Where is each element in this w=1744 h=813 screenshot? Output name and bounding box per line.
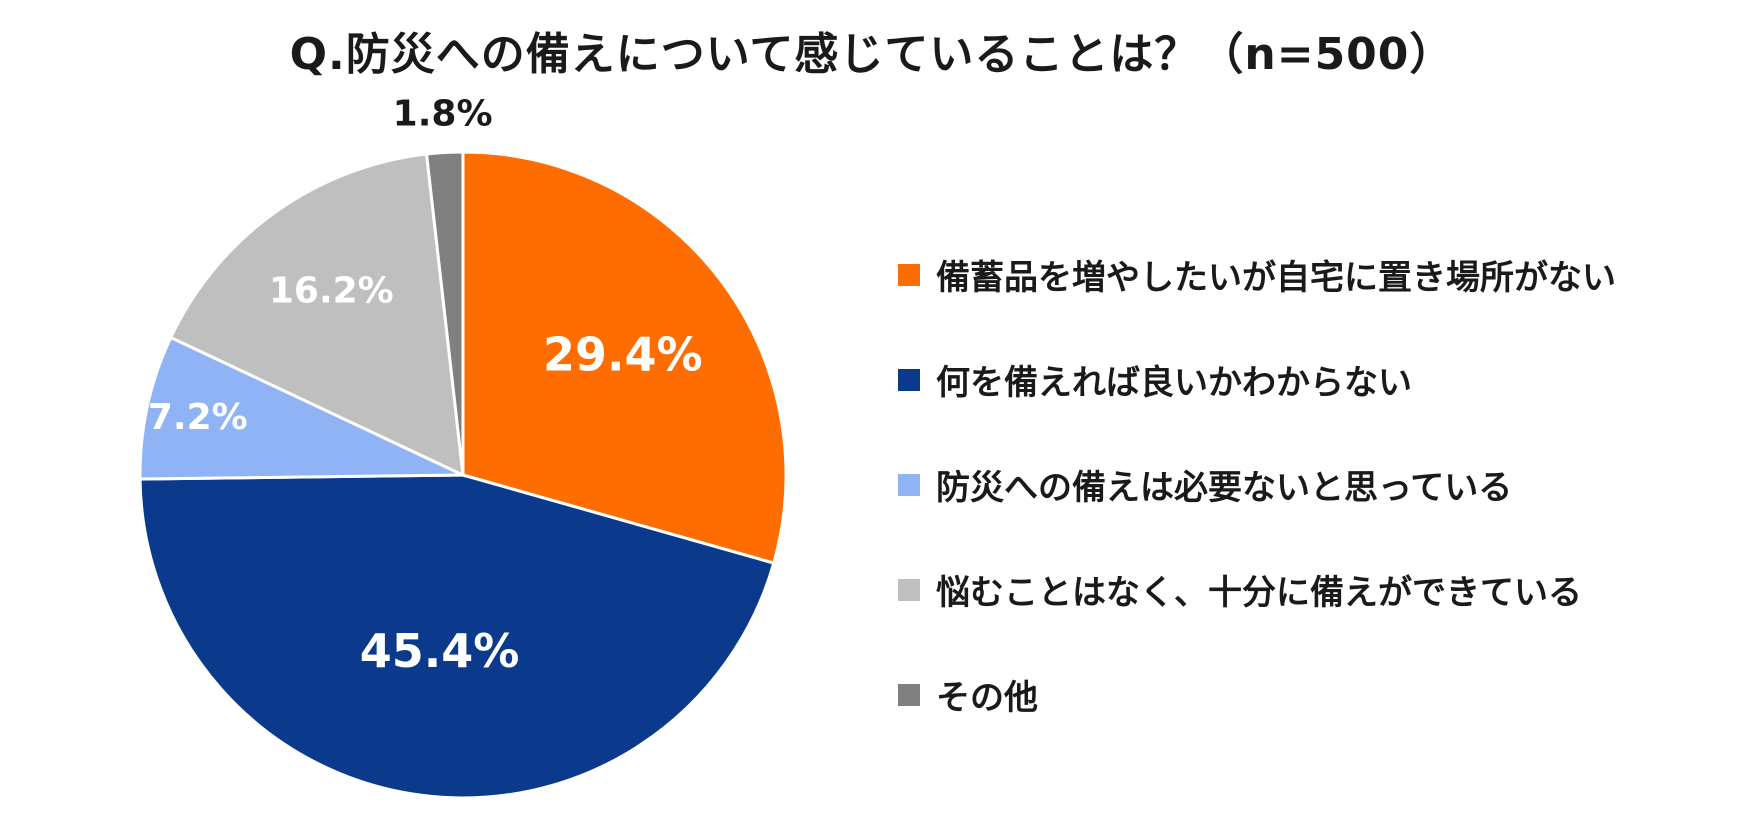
legend-item-well-prepared: 悩むことはなく、十分に備えができている — [898, 537, 1616, 642]
legend-label: 悩むことはなく、十分に備えができている — [936, 573, 1582, 613]
legend-item-not-needed: 防災への備えは必要ないと思っている — [898, 432, 1616, 537]
data-label-not-needed: 7.2% — [148, 397, 248, 438]
legend-swatch — [898, 368, 920, 391]
legend-item-dont-know: 何を備えれば良いかわからない — [898, 327, 1616, 432]
legend: 備蓄品を増やしたいが自宅に置き場所がない 何を備えれば良いかわからない 防災への… — [898, 222, 1616, 747]
legend-swatch — [898, 263, 920, 286]
legend-swatch — [898, 578, 920, 601]
legend-label: 何を備えれば良いかわからない — [936, 363, 1412, 403]
legend-label: 備蓄品を増やしたいが自宅に置き場所がない — [936, 258, 1616, 298]
pie-slice-dont-know — [138, 473, 776, 800]
data-label-storage-space: 29.4% — [543, 327, 703, 381]
pie-slice-not-needed — [138, 335, 464, 481]
legend-label: 防災への備えは必要ないと思っている — [936, 468, 1513, 508]
data-label-dont-know: 45.4% — [360, 624, 520, 678]
legend-item-other: その他 — [898, 642, 1616, 747]
pie-slice-other — [424, 150, 465, 476]
legend-item-storage-space: 備蓄品を増やしたいが自宅に置き場所がない — [898, 222, 1616, 327]
pie-slice-well-prepared — [168, 152, 465, 478]
data-label-other: 1.8% — [393, 93, 493, 134]
pie-slice-storage-space — [461, 150, 788, 566]
legend-label: その他 — [936, 678, 1038, 718]
legend-swatch — [898, 683, 920, 706]
pie-data-labels: 29.4% 45.4% 7.2% 16.2% 1.8% — [148, 93, 703, 678]
data-label-well-prepared: 16.2% — [269, 271, 394, 312]
legend-swatch — [898, 473, 920, 496]
chart-title: Q.防災への備えについて感じていることは？（n=500） — [289, 29, 1455, 80]
pie-slices — [138, 150, 788, 800]
